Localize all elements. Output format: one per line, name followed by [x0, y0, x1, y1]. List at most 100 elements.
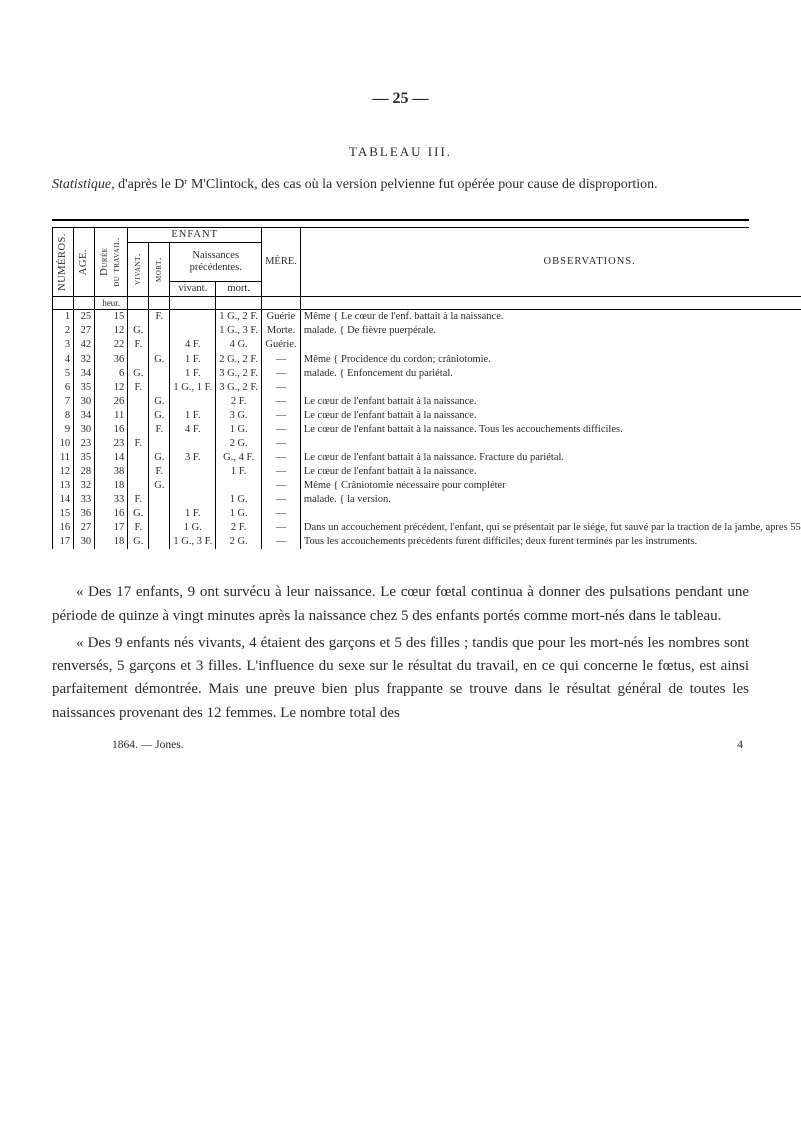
- cell: 36: [95, 353, 128, 367]
- table-row: 102323F.2 G.—: [53, 437, 801, 451]
- table-row: 162717F.1 G.2 F.—Dans un accouchement pr…: [53, 521, 801, 535]
- cell: 3: [53, 338, 74, 352]
- observation-cell: Dans un accouchement précédent, l'enfant…: [300, 521, 801, 535]
- table-row: 73026G.2 F.—Le cœur de l'enfant battait …: [53, 395, 801, 409]
- table-row: 113514G.3 F.G., 4 F.—Le cœur de l'enfant…: [53, 451, 801, 465]
- cell: F.: [128, 437, 149, 451]
- cell: 1 F.: [170, 507, 216, 521]
- cell: 26: [95, 395, 128, 409]
- cell: 18: [95, 535, 128, 549]
- cell: G.: [128, 535, 149, 549]
- cell: 2 F.: [216, 395, 262, 409]
- cell: G.: [128, 507, 149, 521]
- cell: [216, 479, 262, 493]
- cell: F.: [149, 423, 170, 437]
- cell: 8: [53, 409, 74, 423]
- hdr-naissances: Naissances précédentes.: [170, 243, 262, 282]
- cell: 17: [95, 521, 128, 535]
- cell: [170, 310, 216, 325]
- cell: 3 G., 2 F.: [216, 381, 262, 395]
- cell: —: [262, 465, 301, 479]
- observation-cell: malade. { Enfoncement du pariétal.: [300, 367, 801, 381]
- cell: [149, 437, 170, 451]
- table-row: 133218G.—Même { Crâniotomie nécessaire p…: [53, 479, 801, 493]
- cell: G.: [149, 479, 170, 493]
- cell: G.: [128, 367, 149, 381]
- cell: —: [262, 395, 301, 409]
- cell: —: [262, 493, 301, 507]
- hdr-naiss-mort: mort.: [216, 281, 262, 296]
- cell: 2 G., 2 F.: [216, 353, 262, 367]
- table-row: 43236G.1 F.2 G., 2 F.—Même { Procidence …: [53, 353, 801, 367]
- cell: —: [262, 423, 301, 437]
- cell: [128, 310, 149, 325]
- observation-cell: Même { Procidence du cordon; crâniotomie…: [300, 353, 801, 367]
- cell: 15: [53, 507, 74, 521]
- cell: 35: [74, 451, 95, 465]
- observation-cell: [300, 507, 801, 521]
- cell: 10: [53, 437, 74, 451]
- cell: 1 G.: [216, 423, 262, 437]
- tableau-title: TABLEAU III.: [52, 144, 749, 160]
- cell: [149, 493, 170, 507]
- cell: F.: [128, 381, 149, 395]
- table-row: 5346G.1 F.3 G., 2 F.—malade. { Enfonceme…: [53, 367, 801, 381]
- cell: 1 F.: [170, 367, 216, 381]
- cell: 1 G., 2 F.: [216, 310, 262, 325]
- cell: G.: [149, 409, 170, 423]
- cell: 25: [74, 310, 95, 325]
- cell: Guérie.: [262, 338, 301, 352]
- cell: F.: [149, 465, 170, 479]
- observation-cell: malade. { De fièvre puerpérale.: [300, 324, 801, 338]
- paragraph-2: « Des 9 enfants nés vivants, 4 étaient d…: [52, 632, 749, 725]
- cell: 4: [53, 353, 74, 367]
- hdr-duree: Durée du travail.: [98, 233, 124, 291]
- table-row: 153616G.1 F.1 G.—: [53, 507, 801, 521]
- cell: F.: [128, 521, 149, 535]
- cell: 11: [95, 409, 128, 423]
- cell: [149, 535, 170, 549]
- cell: —: [262, 367, 301, 381]
- cell: 6: [53, 381, 74, 395]
- hdr-numeros: NUMÉROS.: [56, 229, 70, 295]
- cell: 23: [74, 437, 95, 451]
- cell: G.: [149, 451, 170, 465]
- cell: —: [262, 521, 301, 535]
- cell: 1 F.: [216, 465, 262, 479]
- cell: 36: [74, 507, 95, 521]
- cell: 33: [74, 493, 95, 507]
- cell: 14: [95, 451, 128, 465]
- cell: 4 F.: [170, 423, 216, 437]
- hdr-age: AGE.: [77, 245, 91, 279]
- body-text: « Des 17 enfants, 9 ont survécu à leur n…: [52, 581, 749, 725]
- cell: [149, 324, 170, 338]
- cell: 27: [74, 521, 95, 535]
- cell: —: [262, 507, 301, 521]
- cell: 34: [74, 409, 95, 423]
- cell: [149, 381, 170, 395]
- cell: 2 F.: [216, 521, 262, 535]
- cell: 9: [53, 423, 74, 437]
- observation-cell: Le cœur de l'enfant battait à la naissan…: [300, 395, 801, 409]
- table-row: 83411G.1 F.3 G.—Le cœur de l'enfant batt…: [53, 409, 801, 423]
- cell: 32: [74, 353, 95, 367]
- cell: 1 G.: [216, 507, 262, 521]
- cell: 4 G.: [216, 338, 262, 352]
- hdr-mere: MÈRE.: [262, 228, 301, 296]
- cell: 1 G., 3 F.: [216, 324, 262, 338]
- cell: 3 G., 2 F.: [216, 367, 262, 381]
- cell: 3 G.: [216, 409, 262, 423]
- cell: 11: [53, 451, 74, 465]
- table-row: 63512F.1 G., 1 F.3 G., 2 F.—: [53, 381, 801, 395]
- cell: 1 F.: [170, 353, 216, 367]
- observation-cell: Le cœur de l'enfant battait à la naissan…: [300, 465, 801, 479]
- cell: [128, 479, 149, 493]
- cell: [170, 437, 216, 451]
- caption-rest: d'après le Dʳ M'Clintock, des cas où la …: [115, 177, 658, 192]
- cell: 23: [95, 437, 128, 451]
- cell: Guérie: [262, 310, 301, 325]
- cell: [128, 353, 149, 367]
- hdr-observations: OBSERVATIONS.: [300, 228, 801, 296]
- cell: 30: [74, 535, 95, 549]
- hdr-vivant: vivant.: [131, 249, 145, 289]
